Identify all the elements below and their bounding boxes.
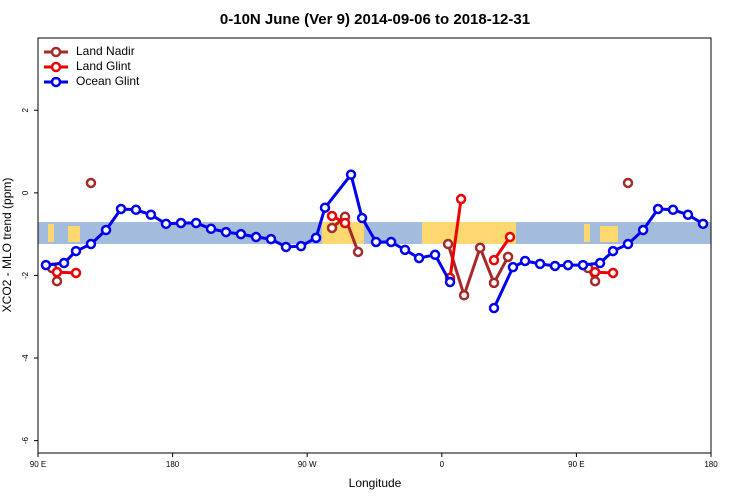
point [205,223,217,235]
point [507,261,519,273]
x-tick-label: 180 [704,460,718,469]
point [488,302,500,314]
point [652,203,664,215]
x-tick-label: 0 [440,460,445,469]
series-line [56,198,614,279]
point [519,255,531,267]
point [488,254,500,266]
y-tick-label: 0 [21,190,30,195]
legend-marker [50,46,62,58]
point [85,177,97,189]
point [607,267,619,279]
land-patch [48,224,54,242]
point [444,276,456,288]
point [504,231,516,243]
legend-marker [50,76,62,88]
point [100,224,112,236]
point [280,241,292,253]
point [235,228,247,240]
land-patch [68,226,80,242]
point [682,209,694,220]
land-patch [600,226,618,242]
y-tick-label: -2 [21,271,30,279]
point [458,290,470,301]
point [40,259,52,271]
point [265,233,277,245]
x-tick-label: 180 [166,460,180,469]
point [58,257,70,269]
point [352,246,364,258]
legend-marker [50,61,62,73]
y-axis-label: XCO2 - MLO trend (ppm) [0,178,14,313]
y-tick-label: -4 [21,354,30,362]
point [637,224,649,236]
land-patch [584,224,590,242]
point [295,240,307,252]
point [594,257,606,269]
point [577,259,589,271]
point [356,212,368,224]
y-tick-label: -6 [21,437,30,445]
point [455,193,467,205]
point [589,266,601,278]
point [502,251,514,263]
x-tick-label: 90 W [298,460,317,469]
point [190,217,202,229]
point [549,260,561,272]
y-tick-label: 2 [21,107,30,112]
legend-label: Land Nadir [76,44,135,58]
point [589,275,601,287]
x-axis-label: Longitude [349,476,402,490]
point [250,231,262,243]
point [70,267,82,279]
point [442,238,454,250]
point [385,236,397,248]
land-patch [422,222,516,244]
point [429,249,441,261]
x-tick-label: 90 E [30,460,46,469]
point [339,217,351,229]
point [319,202,331,213]
point [51,266,63,278]
point [130,204,142,216]
point [488,277,500,289]
point [345,169,357,180]
point [310,232,322,244]
point [622,177,634,189]
plot-frame [37,37,712,454]
point [667,204,679,216]
point [534,258,546,270]
point [370,236,382,248]
point [70,245,82,257]
point [85,238,97,250]
chart-title: 0-10N June (Ver 9) 2014-09-06 to 2018-12… [220,11,530,28]
point [175,217,187,229]
point [51,275,63,287]
point [160,218,172,230]
point [622,238,634,250]
point [697,218,709,230]
point [562,259,574,271]
point [145,209,157,220]
point [326,222,338,234]
point [474,242,486,254]
legend-label: Land Glint [76,59,131,73]
point [220,226,232,238]
x-tick-label: 90 E [568,460,584,469]
point [607,245,619,257]
point [326,210,338,222]
legend-label: Ocean Glint [76,74,140,88]
point [399,244,411,256]
point [413,252,425,264]
point [115,203,127,215]
